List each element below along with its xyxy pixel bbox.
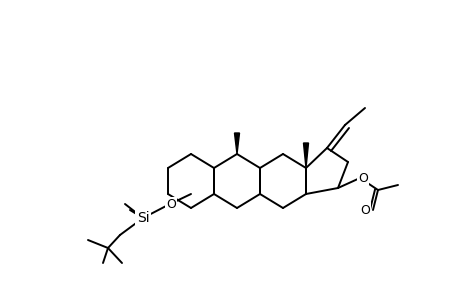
Polygon shape — [303, 143, 308, 168]
Text: O: O — [359, 203, 369, 217]
Polygon shape — [234, 133, 239, 154]
Text: O: O — [357, 172, 367, 184]
Text: O: O — [166, 199, 175, 212]
Text: Si: Si — [136, 211, 149, 225]
